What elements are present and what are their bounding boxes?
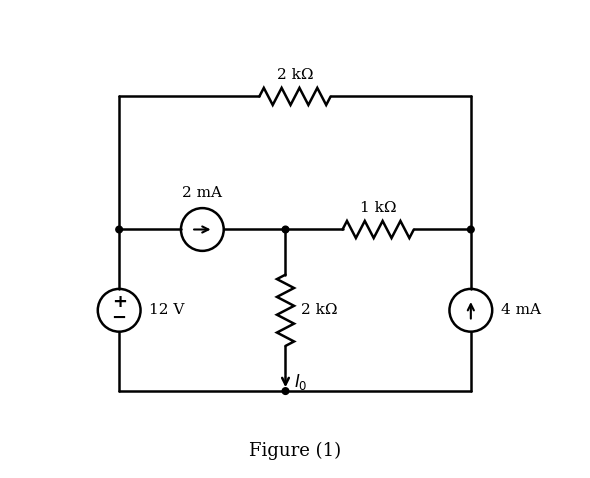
Circle shape [282, 226, 289, 233]
Text: 2 kΩ: 2 kΩ [301, 303, 337, 317]
Text: 1 kΩ: 1 kΩ [360, 201, 396, 215]
Circle shape [282, 388, 289, 394]
Circle shape [467, 226, 474, 233]
Text: Figure (1): Figure (1) [249, 441, 341, 460]
Circle shape [116, 226, 123, 233]
Text: 12 V: 12 V [149, 303, 185, 317]
Text: 2 kΩ: 2 kΩ [277, 68, 313, 82]
Text: −: − [112, 309, 127, 327]
Text: +: + [112, 293, 127, 311]
Text: $I_0$: $I_0$ [294, 371, 307, 391]
Text: 2 mA: 2 mA [182, 185, 222, 199]
Text: 4 mA: 4 mA [501, 303, 541, 317]
